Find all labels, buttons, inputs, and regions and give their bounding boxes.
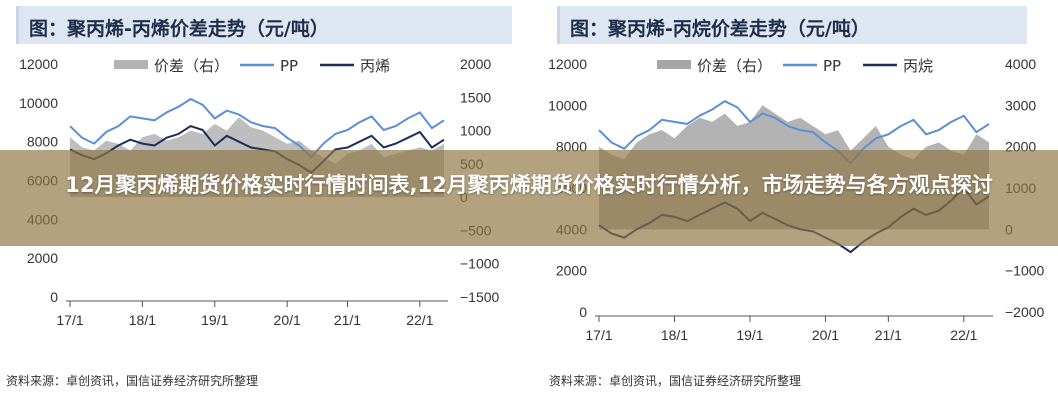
x-tick-label: 21/1 bbox=[334, 312, 361, 328]
legend-label: 丙烯 bbox=[360, 57, 390, 75]
y-left-tick-label: 2000 bbox=[27, 250, 58, 266]
x-tick-label: 22/1 bbox=[950, 327, 977, 343]
y-left-tick-label: 0 bbox=[579, 304, 587, 320]
article-title-band bbox=[0, 150, 1058, 246]
feedstock-line-series bbox=[69, 125, 445, 174]
y-left-tick-label: 10000 bbox=[548, 97, 587, 113]
pp-line-series bbox=[69, 97, 445, 159]
y-right-tick-label: −1000 bbox=[460, 256, 500, 272]
y-right-tick-label: −1000 bbox=[1005, 263, 1045, 279]
right-chart-title: 图：聚丙烯-丙烷价差走势（元/吨） bbox=[570, 18, 870, 40]
right-chart-title-box: 图：聚丙烯-丙烷价差走势（元/吨） bbox=[557, 6, 1027, 44]
x-tick-label: 20/1 bbox=[274, 312, 301, 328]
legend-label: 价差（右） bbox=[697, 57, 772, 75]
left-chart-title-box: 图：聚丙烯-丙烯价差走势（元/吨） bbox=[16, 6, 512, 44]
legend-swatch-area bbox=[114, 60, 148, 69]
x-tick-label: 20/1 bbox=[812, 327, 839, 343]
x-tick-label: 17/1 bbox=[56, 312, 83, 328]
article-title[interactable]: 12月聚丙烯期货价格实时行情时间表,12月聚丙烯期货价格实时行情分析，市场走势与… bbox=[65, 173, 993, 197]
x-tick-label: 18/1 bbox=[661, 327, 688, 343]
legend-label: 价差（右） bbox=[154, 57, 229, 75]
left-chart-title: 图：聚丙烯-丙烯价差走势（元/吨） bbox=[29, 18, 329, 40]
y-right-tick-label: 3000 bbox=[1005, 97, 1036, 113]
y-right-tick-label: −1500 bbox=[460, 289, 500, 305]
pp-line-series bbox=[598, 100, 990, 165]
y-left-tick-label: 0 bbox=[50, 289, 58, 305]
y-right-tick-label: 4000 bbox=[1005, 56, 1036, 72]
x-tick-label: 18/1 bbox=[129, 312, 156, 328]
y-right-tick-label: 2000 bbox=[460, 56, 491, 72]
x-tick-label: 17/1 bbox=[585, 327, 612, 343]
x-tick-label: 19/1 bbox=[201, 312, 228, 328]
x-tick-label: 22/1 bbox=[406, 312, 433, 328]
legend-label: PP bbox=[280, 57, 298, 75]
legend-label: PP bbox=[823, 57, 841, 75]
legend-swatch-area bbox=[657, 60, 691, 69]
y-left-tick-label: 12000 bbox=[19, 56, 58, 72]
right-chart-source: 资料来源：卓创资讯，国信证券经济研究所整理 bbox=[549, 374, 802, 388]
y-right-tick-label: 1000 bbox=[460, 123, 491, 139]
y-right-tick-label: 1500 bbox=[460, 89, 491, 105]
y-left-tick-label: 10000 bbox=[19, 95, 58, 111]
x-tick-label: 19/1 bbox=[736, 327, 763, 343]
left-chart-source: 资料来源：卓创资讯，国信证券经济研究所整理 bbox=[6, 374, 259, 388]
y-left-tick-label: 2000 bbox=[556, 263, 587, 279]
y-left-tick-label: 8000 bbox=[27, 134, 58, 150]
y-left-tick-label: 12000 bbox=[548, 56, 587, 72]
y-right-tick-label: −2000 bbox=[1005, 304, 1045, 320]
x-tick-label: 21/1 bbox=[875, 327, 902, 343]
legend-label: 丙烷 bbox=[903, 57, 933, 75]
